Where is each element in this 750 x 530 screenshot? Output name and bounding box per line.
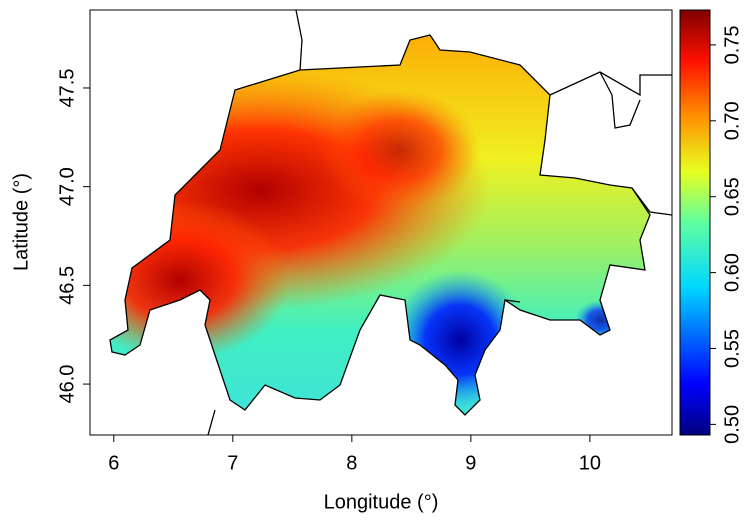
x-tick-label: 10 — [579, 452, 601, 474]
y-axis-label: Latitude (°) — [10, 173, 32, 271]
y-tick-label: 47.5 — [56, 69, 78, 108]
colorbar-tick-label: 0.65 — [721, 177, 743, 216]
x-tick-label: 9 — [465, 452, 476, 474]
x-tick-label: 8 — [346, 452, 357, 474]
y-tick-label: 46.5 — [56, 266, 78, 305]
x-tick-label: 6 — [108, 452, 119, 474]
y-tick-label: 47.0 — [56, 167, 78, 206]
colorbar-tick-label: 0.70 — [721, 101, 743, 140]
borders — [207, 9, 673, 436]
x-axis-label: Longitude (°) — [324, 491, 439, 513]
colorbar-tick-label: 0.50 — [721, 405, 743, 444]
x-tick-label: 7 — [227, 452, 238, 474]
plot-frame — [89, 9, 673, 436]
colorbar-tick-label: 0.75 — [721, 25, 743, 64]
heatmap-field — [110, 35, 650, 415]
colorbar-tick-label: 0.55 — [721, 329, 743, 368]
colorbar-tick-label: 0.60 — [721, 253, 743, 292]
colorbar — [680, 10, 710, 435]
y-tick-label: 46.0 — [56, 365, 78, 404]
